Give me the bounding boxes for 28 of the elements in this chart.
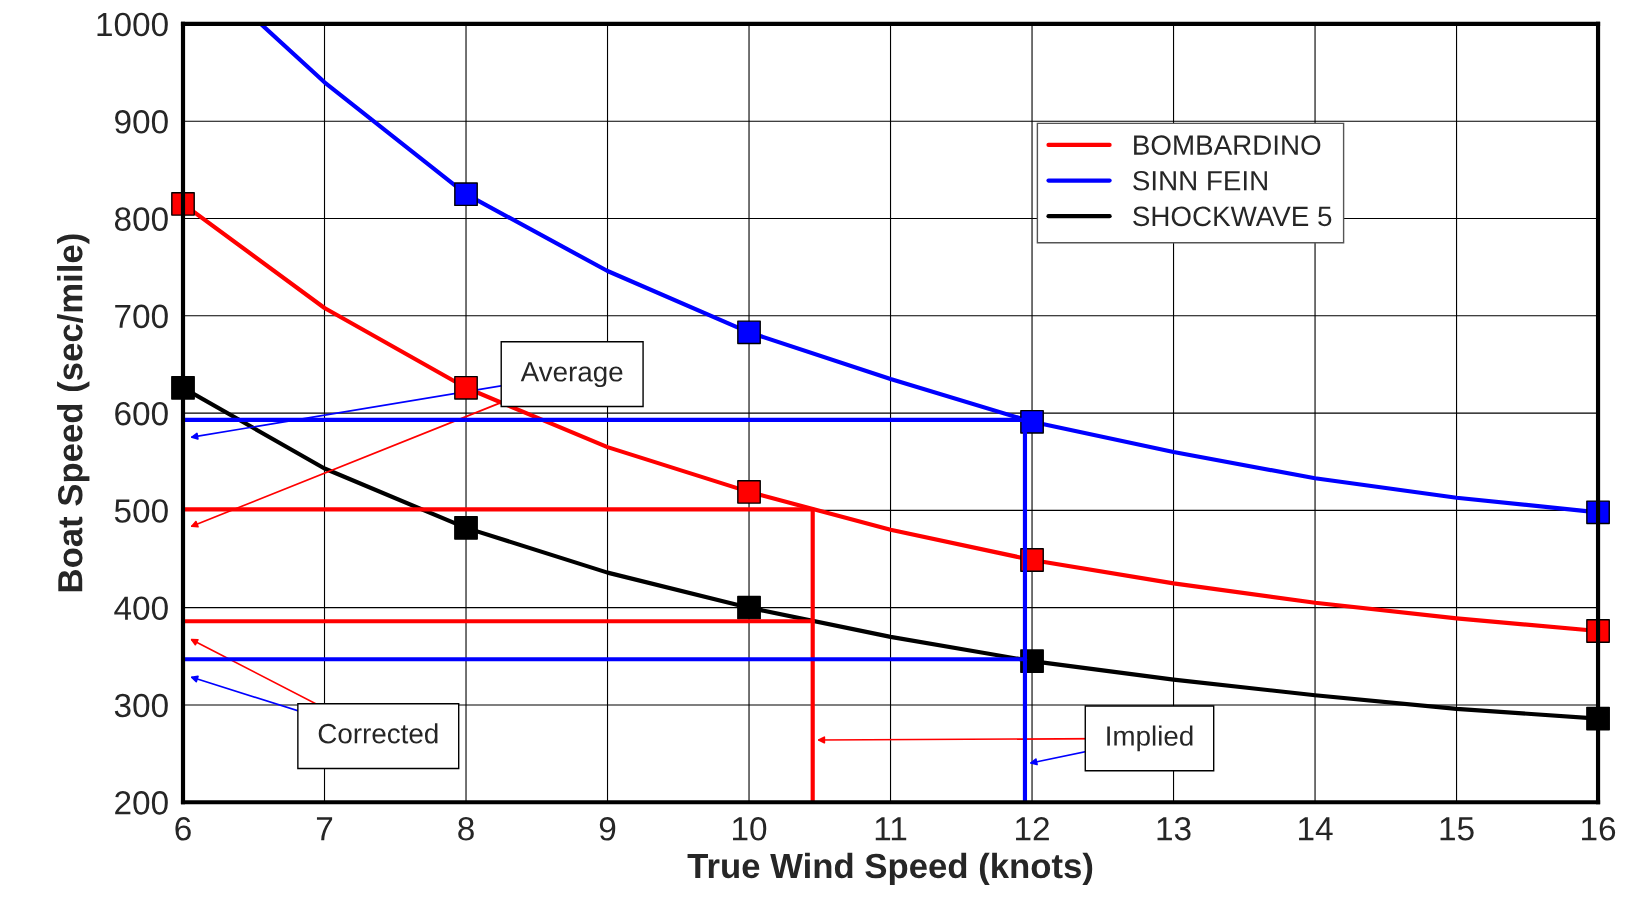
- annotation: Implied: [1107, 725, 1193, 752]
- x-tick-label: 13: [1157, 817, 1191, 841]
- y-tick-label: 600: [115, 401, 168, 426]
- y-tick-label: 800: [114, 207, 168, 231]
- x-tick-label: 8: [458, 817, 474, 841]
- annotation: Corrected: [318, 723, 438, 744]
- x-tick-label: 7: [316, 817, 333, 841]
- y-tick-label: 1000: [97, 12, 168, 37]
- x-tick-label: 16: [1582, 817, 1616, 841]
- y-axis-title: Boat Speed (sec/mile): [57, 234, 90, 592]
- x-tick-label: 15: [1440, 817, 1474, 841]
- y-tick-label: 900: [115, 110, 168, 134]
- x-axis-title: True Wind Speed (knots): [687, 852, 1093, 886]
- legend-label: BOMBARDINO: [1134, 135, 1321, 155]
- x-tick-label: 11: [875, 817, 907, 841]
- x-tick-label: 9: [599, 817, 616, 841]
- y-tick-label: 300: [114, 693, 168, 718]
- legend-label: SINN FEIN: [1133, 170, 1267, 191]
- annotation: Average: [520, 362, 623, 388]
- y-tick-label: 400: [114, 596, 168, 621]
- y-tick-label: 500: [114, 499, 168, 523]
- y-tick-label: 200: [115, 791, 168, 815]
- y-tick-label: 700: [115, 304, 168, 329]
- x-tick-label: 14: [1299, 817, 1333, 841]
- x-tick-label: 12: [1016, 817, 1049, 841]
- legend-label: SHOCKWAVE 5: [1133, 206, 1332, 227]
- x-tick-label: 10: [733, 817, 767, 841]
- x-tick-label: 6: [175, 817, 191, 841]
